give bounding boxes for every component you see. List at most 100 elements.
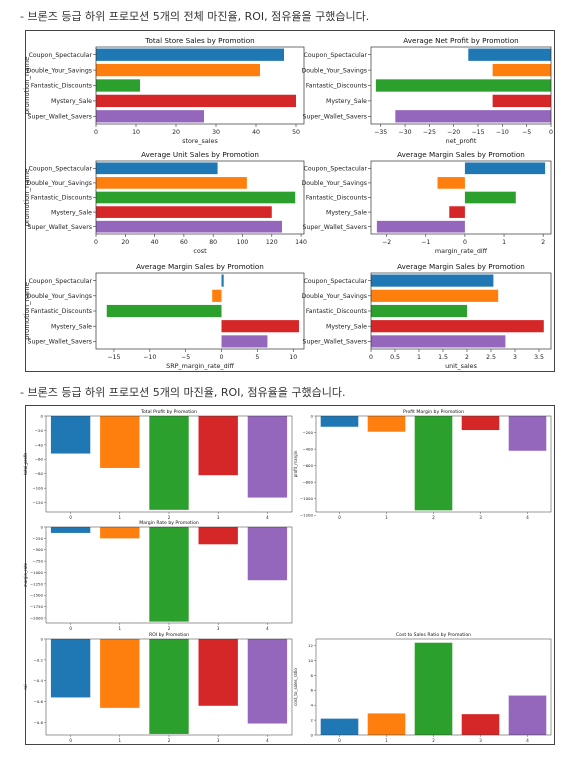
x-axis-label: cost (193, 247, 207, 255)
caption-1: - 브론즈 등급 하위 프로모션 5개의 전체 마진율, ROI, 점유율을 구… (20, 10, 370, 23)
y-tick-label: 8 (311, 673, 314, 678)
category-label: Fantastic_Discounts (306, 195, 367, 202)
bar-3 (461, 416, 500, 431)
chart-title: Average Margin Sales by Promotion (397, 150, 525, 159)
y-tick-label: 0 (311, 732, 314, 737)
category-label: 1 (385, 738, 388, 743)
category-label: Double_Your_Savings (27, 67, 93, 74)
category-label: Super_Wallet_Savers (303, 339, 367, 346)
x-tick-label: 80 (209, 239, 217, 246)
y-tick-label: −0.6 (34, 699, 44, 704)
plot-frame (95, 160, 305, 235)
chart-6: Total Profit by Promotion 0 1 2 3 4 0 −20 −40 −60… (23, 409, 293, 520)
category-label: Mystery_Sale (326, 209, 367, 216)
y-axis-label: profit_margin (293, 450, 298, 477)
category-label: 4 (266, 738, 269, 743)
category-label: Coupon_Spectacular (304, 166, 368, 173)
x-axis-label: unit_sales (445, 362, 478, 370)
x-tick-label: 0 (549, 129, 553, 136)
x-tick-label: 0 (369, 354, 373, 361)
category-label: Mystery_Sale (326, 98, 367, 105)
category-label: 3 (479, 515, 482, 520)
chart-title: Average Unit Sales by Promotion (141, 150, 259, 159)
bar-3 (221, 320, 299, 333)
y-tick-label: 12 (308, 643, 313, 648)
category-label: 1 (119, 515, 122, 520)
bar-2 (149, 527, 189, 622)
category-label: 2 (432, 738, 435, 743)
x-tick-label: 10 (289, 354, 297, 361)
y-tick-label: −20 (35, 428, 44, 433)
caption-2: - 브론즈 등급 하위 프로모션 5개의 마진율, ROI, 점유율을 구했습니… (20, 386, 346, 399)
x-tick-label: −30 (399, 129, 412, 136)
bar-1 (96, 63, 260, 77)
y-tick-label: 0 (41, 413, 44, 418)
bar-2 (106, 304, 222, 318)
category-label: Fantastic_Discounts (31, 195, 92, 202)
y-tick-label: 4 (311, 703, 314, 708)
plot-frame (95, 46, 305, 125)
x-tick-label: 100 (237, 239, 249, 246)
bar-2 (375, 79, 551, 92)
x-tick-label: 40 (151, 239, 159, 246)
y-axis-label: promotion_name (23, 57, 31, 115)
y-tick-label: −600 (302, 463, 313, 468)
category-label: 2 (432, 515, 435, 520)
plot-frame (370, 272, 552, 350)
y-tick-label: −2000 (30, 615, 44, 620)
chart-5: Average Margin Sales by Promotion Coupon_… (302, 262, 552, 370)
bar-4 (96, 110, 204, 123)
plot-frame (95, 272, 305, 350)
category-label: Double_Your_Savings (27, 180, 93, 187)
x-tick-label: −1 (421, 239, 430, 246)
y-tick-label: −1500 (30, 593, 44, 598)
bar-4 (221, 335, 268, 348)
category-label: 0 (338, 738, 341, 743)
x-tick-label: 0 (463, 239, 467, 246)
chart-title: Profit Margin by Promotion (403, 409, 464, 415)
category-label: Double_Your_Savings (302, 293, 368, 300)
category-label: 2 (168, 626, 171, 631)
bar-1 (100, 527, 140, 539)
figure-panel-bottom: Total Profit by Promotion 0 1 2 3 4 0 −20 −40 −60… (23, 405, 555, 745)
bar-3 (449, 206, 465, 218)
x-tick-label: −35 (374, 129, 387, 136)
y-tick-label: −120 (32, 500, 43, 505)
y-tick-label: 6 (311, 688, 314, 693)
bar-2 (149, 639, 189, 734)
y-tick-label: −40 (35, 442, 44, 447)
x-tick-label: −10 (143, 354, 156, 361)
y-tick-label: −750 (32, 559, 43, 564)
bar-3 (198, 639, 238, 706)
category-label: Super_Wallet_Savers (28, 339, 92, 346)
x-axis-label: SRP_margin_rate_diff (166, 362, 234, 370)
bar-2 (96, 79, 140, 92)
y-tick-label: −400 (302, 447, 313, 452)
y-tick-label: −1750 (30, 604, 44, 609)
y-tick-label: −250 (32, 536, 43, 541)
bar-0 (50, 639, 91, 698)
bar-1 (492, 63, 551, 77)
y-tick-label: 0 (41, 524, 44, 529)
category-label: Fantastic_Discounts (31, 83, 92, 90)
bar-0 (50, 527, 91, 533)
category-label: 0 (338, 515, 341, 520)
bar-0 (371, 274, 494, 287)
category-label: Double_Your_Savings (302, 67, 368, 74)
x-tick-label: 60 (180, 239, 188, 246)
category-label: 2 (168, 515, 171, 520)
chart-1: Average Net Profit by Promotion Coupon_Sp… (302, 36, 554, 145)
category-label: Fantastic_Discounts (306, 83, 367, 90)
category-label: Mystery_Sale (51, 323, 92, 330)
category-label: Mystery_Sale (51, 98, 92, 105)
x-tick-label: −15 (107, 354, 120, 361)
y-axis-label: promotion_name (23, 282, 31, 340)
category-label: 4 (266, 626, 269, 631)
y-axis-label: promotion_name (23, 169, 31, 227)
bar-2 (414, 642, 453, 735)
category-label: Coupon_Spectacular (304, 52, 368, 59)
x-tick-label: 0 (94, 239, 98, 246)
category-label: Coupon_Spectacular (29, 166, 93, 173)
